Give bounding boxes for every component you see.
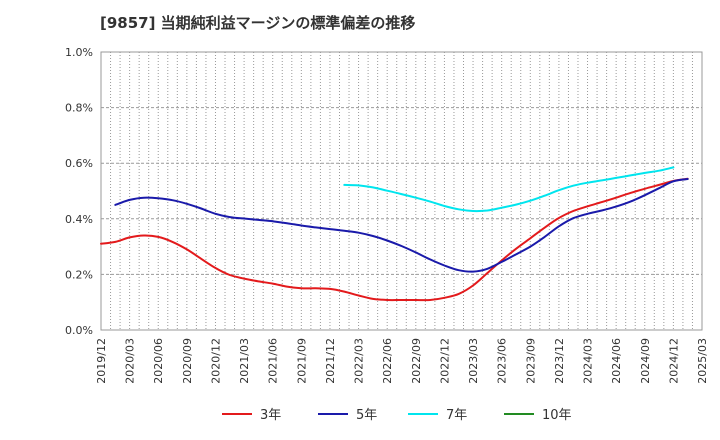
legend: 3年 5年 7年 10年 [222, 408, 572, 423]
y-tick-label: 0.4% [65, 213, 93, 226]
chart-title: [9857] 当期純利益マージンの標準偏差の推移 [100, 14, 416, 32]
y-tick-label: 0.0% [65, 324, 93, 337]
x-tick-label: 2020/09 [181, 338, 194, 384]
series-lines [100, 166, 689, 302]
legend-label: 5年 [356, 408, 377, 423]
x-tick-label: 2023/03 [467, 338, 480, 384]
grid [101, 52, 702, 330]
series-line-2 [114, 178, 689, 273]
x-tick-label: 2020/06 [152, 338, 165, 384]
x-tick-label: 2023/06 [496, 338, 509, 384]
x-tick-label: 2022/06 [381, 338, 394, 384]
legend-label: 7年 [446, 408, 467, 423]
y-tick-label: 1.0% [65, 46, 93, 59]
x-tick-label: 2024/06 [610, 338, 623, 384]
x-tick-label: 2021/03 [238, 338, 251, 384]
x-axis: 2019/12 2020/03 2020/06 2020/09 2020/12 2021/… [95, 338, 709, 384]
legend-label: 3年 [260, 408, 281, 423]
x-tick-label: 2020/12 [209, 338, 222, 384]
x-tick-label: 2024/03 [582, 338, 595, 384]
y-tick-label: 0.8% [65, 102, 93, 115]
y-tick-label: 0.6% [65, 157, 93, 170]
y-axis: 0.0% 0.2% 0.4% 0.6% 0.8% 1.0% [65, 46, 93, 337]
x-tick-label: 2024/12 [667, 338, 680, 384]
legend-label: 10年 [542, 408, 572, 423]
x-tick-label: 2022/09 [410, 338, 423, 384]
series-line-1 [100, 177, 689, 302]
x-tick-label: 2021/12 [324, 338, 337, 384]
x-tick-label: 2024/09 [639, 338, 652, 384]
x-tick-label: 2023/09 [524, 338, 537, 384]
x-tick-label: 2025/03 [696, 338, 709, 384]
series-line-3 [343, 166, 675, 213]
x-tick-label: 2021/06 [267, 338, 280, 384]
y-tick-label: 0.2% [65, 268, 93, 281]
x-tick-label: 2023/12 [553, 338, 566, 384]
x-tick-label: 2022/03 [353, 338, 366, 384]
x-tick-label: 2019/12 [95, 338, 108, 384]
x-tick-label: 2020/03 [124, 338, 137, 384]
x-tick-label: 2021/09 [295, 338, 308, 384]
x-tick-label: 2022/12 [438, 338, 451, 384]
plot-frame [100, 51, 703, 331]
